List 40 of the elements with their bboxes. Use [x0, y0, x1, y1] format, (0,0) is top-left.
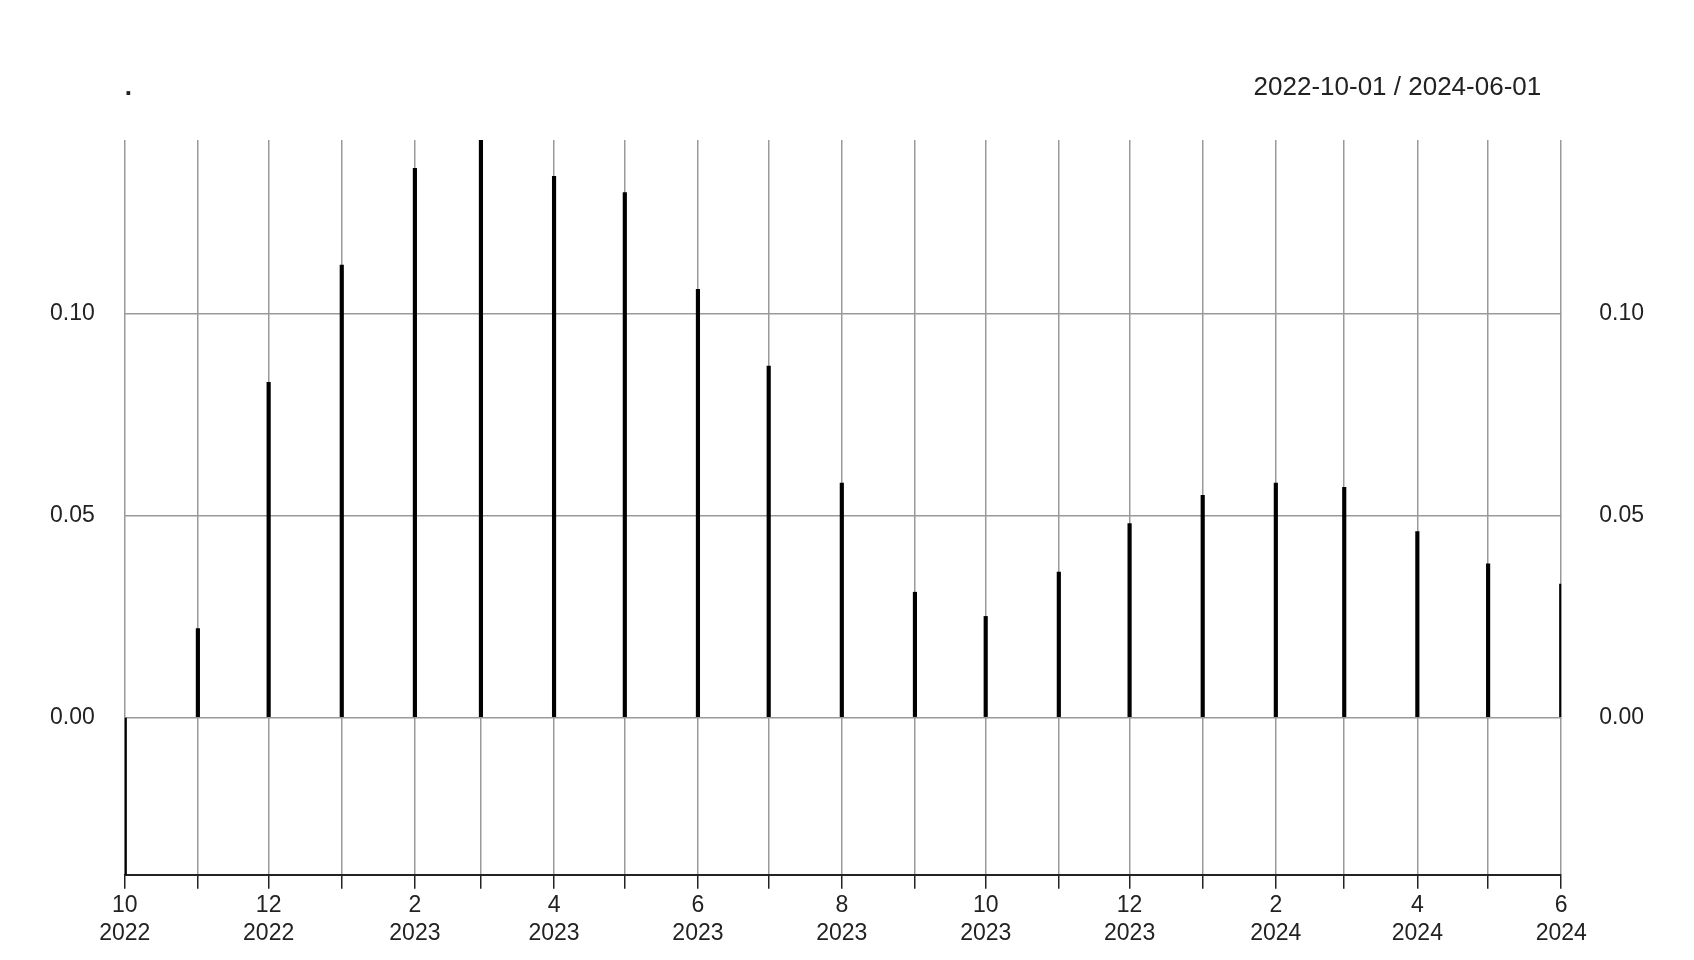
- x-tick-label: 10 2023: [960, 890, 1012, 945]
- y2-tick-label: 0.05: [1599, 500, 1644, 527]
- x-tick-label: 2 2023: [389, 890, 441, 945]
- bar: [695, 289, 701, 717]
- chart-subtitle: 2022-10-01 / 2024-06-01: [1253, 71, 1542, 101]
- x-tick-label: 6 2023: [672, 890, 724, 945]
- x-tick-label: 2 2024: [1250, 890, 1302, 945]
- bar: [1273, 482, 1278, 717]
- bar: [1342, 486, 1347, 717]
- x-tick-label: 4 2023: [528, 890, 580, 945]
- bar: [1200, 494, 1205, 717]
- x-tick-label: 8 2023: [816, 890, 868, 945]
- y2-tick-label: 0.00: [1599, 702, 1644, 729]
- bar: [195, 628, 200, 717]
- bar: [124, 717, 127, 875]
- bar: [766, 365, 771, 717]
- bar: [1486, 563, 1491, 717]
- x-tick-label: 4 2024: [1391, 890, 1444, 945]
- bar: [983, 616, 988, 717]
- x-tick-label: 12 2022: [243, 890, 295, 945]
- x-tick-label: 6 2024: [1535, 890, 1588, 945]
- bar: [622, 192, 627, 717]
- bar: [339, 264, 344, 717]
- bar: [412, 167, 417, 717]
- bar: [1127, 523, 1132, 717]
- chart-title: .: [124, 71, 132, 101]
- y-tick-label: 0.10: [50, 298, 95, 325]
- bar: [1415, 531, 1420, 717]
- bar: [266, 381, 271, 717]
- bar: [912, 591, 918, 717]
- bar: [551, 176, 557, 717]
- bar: [478, 140, 484, 717]
- x-tick-label: 10 2022: [99, 890, 151, 945]
- y2-tick-label: 0.10: [1599, 298, 1644, 325]
- y-tick-label: 0.05: [50, 500, 95, 527]
- bar: [1056, 571, 1061, 717]
- x-tick-label: 12 2023: [1104, 890, 1156, 945]
- y-tick-label: 0.00: [50, 702, 95, 729]
- bar: [1559, 583, 1562, 717]
- bar: [839, 482, 844, 717]
